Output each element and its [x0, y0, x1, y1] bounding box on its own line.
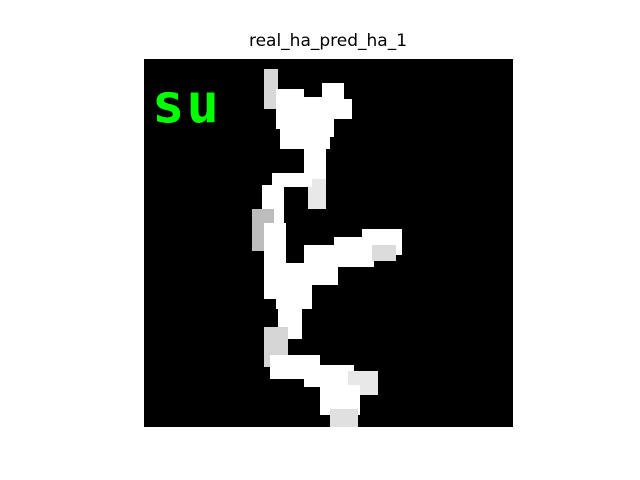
- overlay-label: su: [152, 72, 222, 135]
- character-image: su: [144, 59, 513, 427]
- figure-title: real_ha_pred_ha_1: [248, 31, 408, 51]
- handwritten-glyph: [144, 59, 513, 427]
